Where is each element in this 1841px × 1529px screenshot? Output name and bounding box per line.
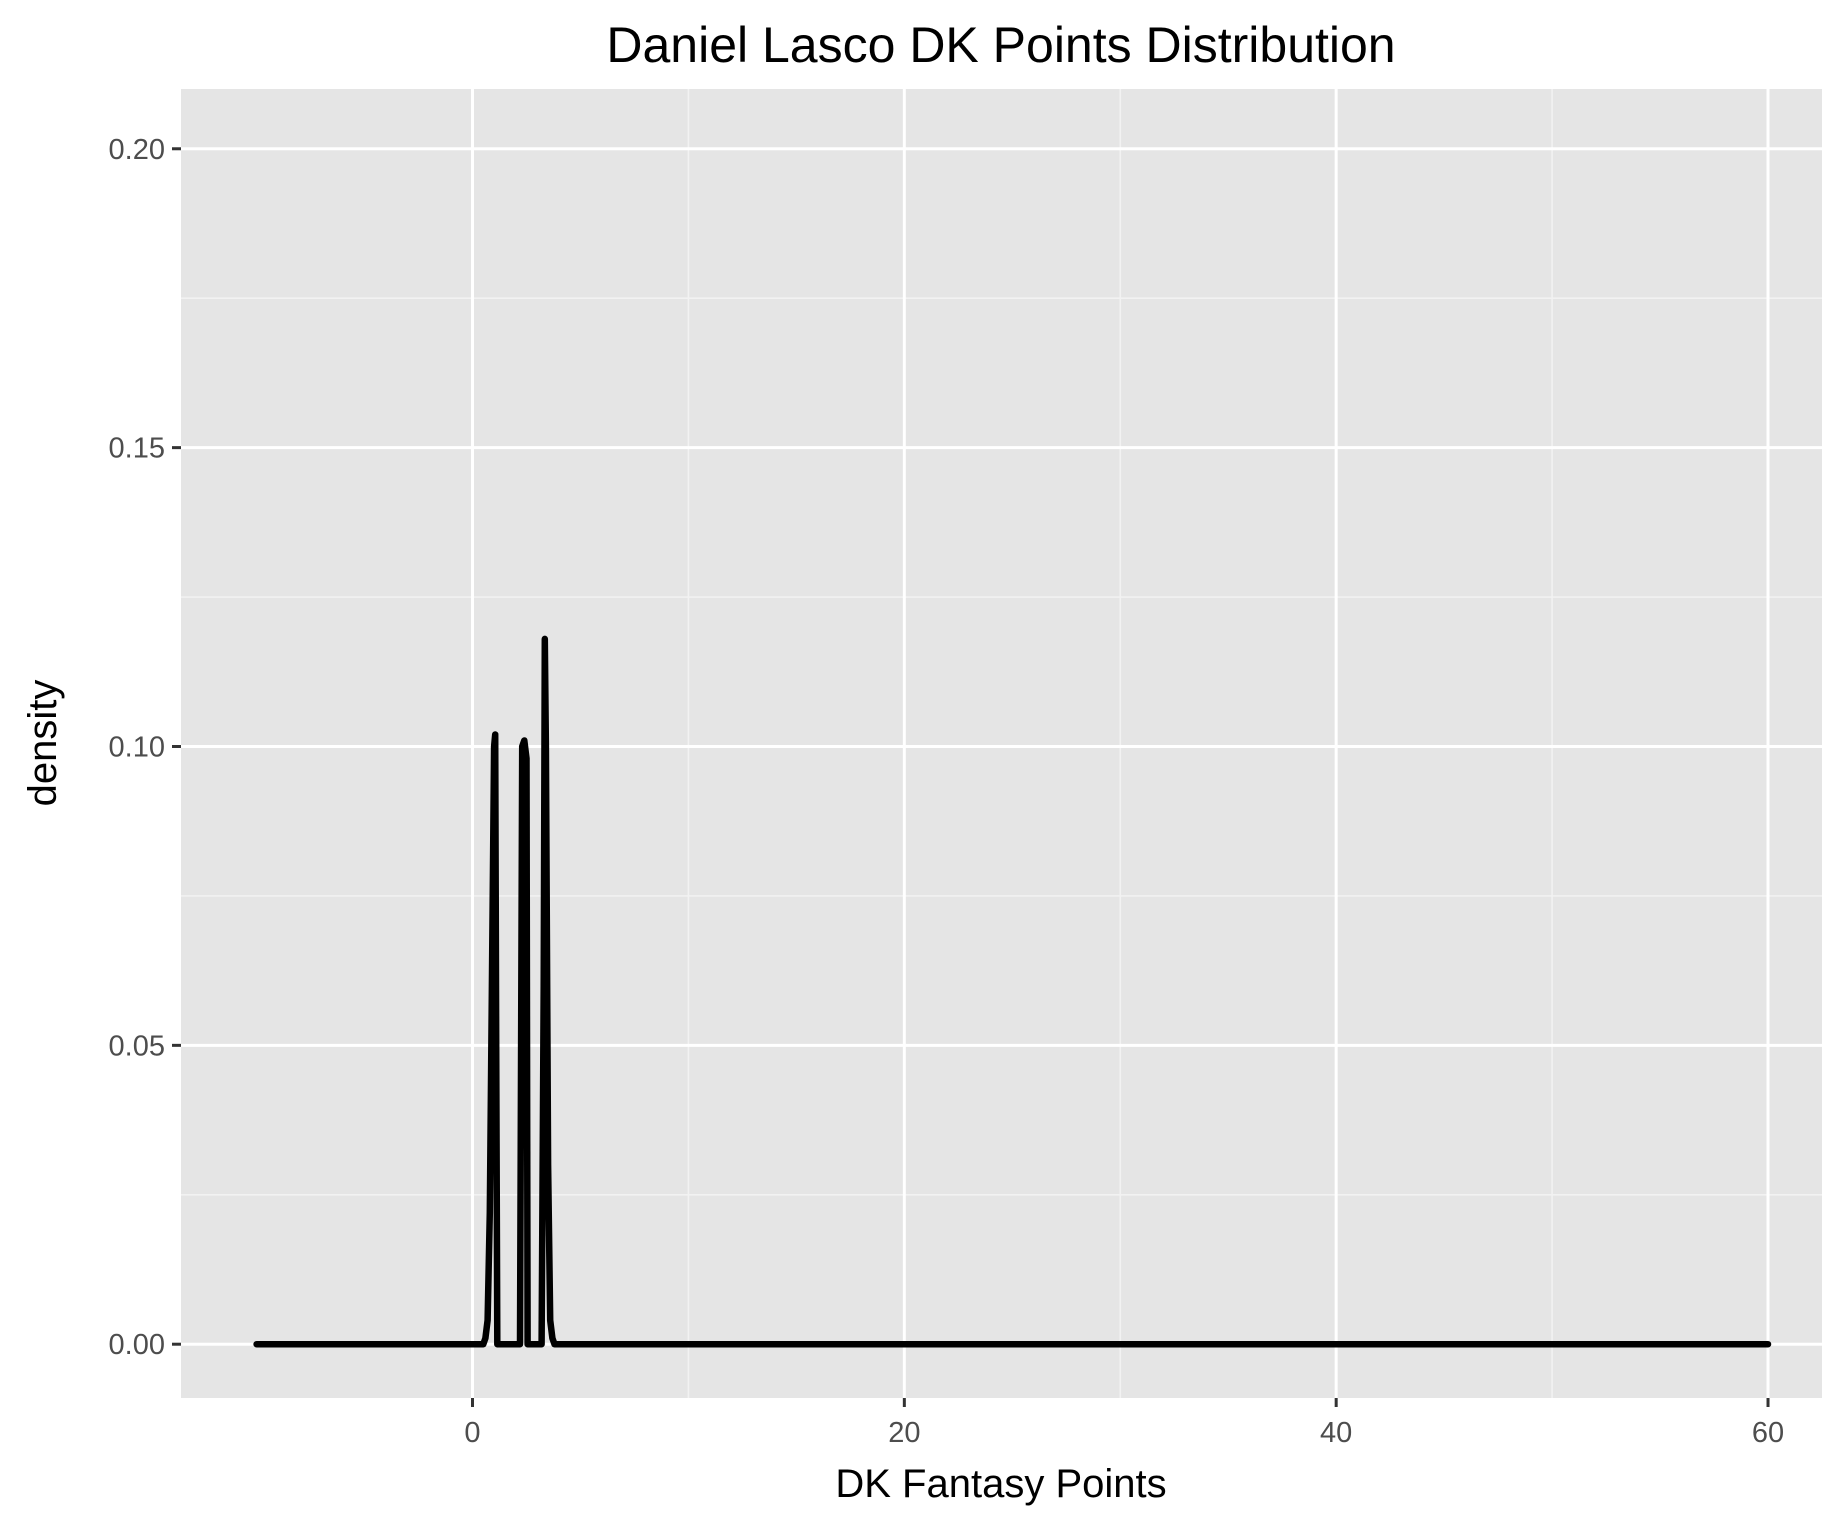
y-axis-title: density [21,680,65,807]
y-tick-label: 0.00 [109,1329,165,1361]
x-axis: 0 20 40 60 [464,1398,1784,1449]
density-line [253,635,1772,1348]
y-tick-label: 0.20 [109,134,165,166]
y-tick-label: 0.15 [109,433,165,465]
y-tick-label: 0.10 [109,731,165,763]
plot-panel [181,89,1822,1398]
y-tick-label: 0.05 [109,1030,165,1062]
x-tick-label: 0 [464,1417,480,1449]
minor-gridlines [181,89,1822,1398]
density-series [253,635,1772,1348]
x-tick-label: 60 [1752,1417,1784,1449]
y-axis: 0.00 0.05 0.10 0.15 0.20 [109,134,181,1361]
x-tick-label: 40 [1320,1417,1352,1449]
chart-title: Daniel Lasco DK Points Distribution [606,17,1395,73]
x-tick-label: 20 [888,1417,920,1449]
x-axis-title: DK Fantasy Points [835,1462,1166,1506]
